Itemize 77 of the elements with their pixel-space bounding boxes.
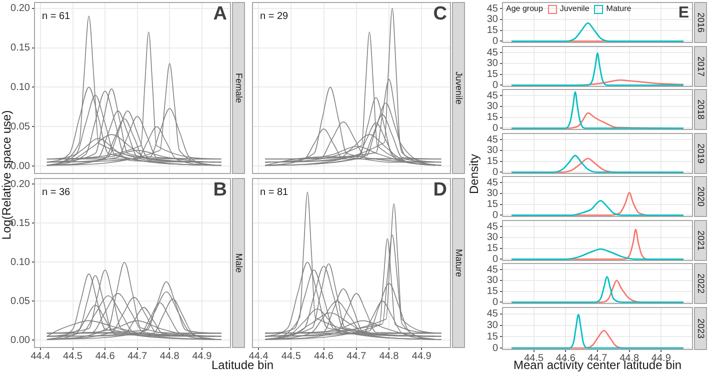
y-tick-label: 0: [492, 254, 498, 265]
x-tick-label: 44.5: [524, 352, 544, 364]
y-tick-label: 45: [486, 90, 498, 102]
y-tick-label: 15: [486, 69, 498, 80]
annotation: A: [213, 4, 228, 25]
y-tick-label: 30: [486, 232, 498, 244]
legend-label: Mature: [606, 4, 632, 14]
text: Female: [234, 72, 244, 104]
y-tick-label: 0: [492, 80, 498, 91]
y-axis-title: Density: [467, 154, 482, 194]
x-tick-label: 44.5: [63, 350, 83, 362]
x-tick-label: 44.4: [30, 350, 51, 362]
y-tick-label: 45: [486, 47, 498, 58]
text: 2016: [696, 12, 706, 33]
y-tick-label: 30: [486, 58, 498, 70]
y-tick-label: 0.20: [10, 3, 30, 14]
y-tick-label: 30: [486, 101, 498, 112]
annotation: D: [433, 180, 447, 201]
text: 2020: [696, 186, 706, 207]
x-tick-label: 44.6: [95, 350, 116, 362]
y-tick-label: 0.05: [10, 296, 30, 307]
text: Juvenile: [454, 71, 464, 105]
y-tick-label: 0.10: [10, 82, 30, 93]
text: 2023: [696, 318, 706, 339]
text: 2022: [696, 273, 706, 294]
annotation: n = 36: [42, 186, 71, 198]
y-tick-label: 45: [486, 264, 498, 276]
annotation: B: [213, 180, 227, 201]
y-tick-label: 45: [486, 3, 498, 14]
y-tick-label: 45: [486, 308, 498, 320]
legend-label: Juvenile: [560, 4, 590, 14]
y-tick-label: 30: [486, 188, 498, 200]
y-tick-label: 30: [486, 145, 498, 156]
y-tick-label: 0: [492, 166, 498, 178]
x-tick-label: 44.8: [379, 350, 400, 362]
text: 2019: [696, 143, 706, 164]
annotation: n = 29: [260, 10, 289, 22]
annotation: E: [678, 4, 690, 22]
y-tick-label: 15: [486, 156, 498, 168]
y-tick-label: 0.15: [10, 42, 30, 54]
x-tick-label: 44.8: [160, 350, 180, 362]
x-tick-label: 44.6: [314, 350, 334, 362]
y-tick-label: 15: [486, 199, 498, 210]
y-tick-label: 0: [492, 296, 498, 308]
y-tick-label: 45: [486, 134, 498, 146]
x-tick-label: 44.7: [346, 350, 367, 362]
y-tick-label: 15: [486, 243, 498, 254]
y-axis-title: Log(Relative space use): [0, 110, 14, 240]
x-axis-title: Latitude bin: [212, 358, 274, 372]
y-tick-label: 15: [486, 25, 498, 36]
y-tick-label: 15: [486, 286, 498, 298]
x-tick-label: 44.5: [281, 350, 302, 362]
text: 2017: [696, 56, 706, 77]
legend-title: Age group: [506, 4, 543, 14]
x-tick-label: 44.9: [192, 350, 212, 362]
y-tick-label: 0.10: [10, 256, 30, 268]
y-tick-label: 15: [486, 331, 498, 342]
y-tick-label: 30: [486, 275, 498, 286]
y-tick-label: 45: [486, 177, 498, 188]
y-tick-label: 0: [492, 122, 498, 134]
y-tick-label: 15: [486, 112, 498, 124]
text: 2018: [696, 99, 706, 120]
text: Male: [234, 253, 244, 273]
annotation: n = 81: [260, 186, 289, 198]
annotation: C: [433, 4, 448, 25]
y-tick-label: 0: [492, 210, 498, 221]
x-tick-label: 44.9: [412, 350, 432, 362]
text: 2021: [696, 230, 706, 251]
y-tick-label: 0.00: [10, 334, 30, 346]
y-tick-label: 0: [492, 36, 498, 47]
x-tick-label: 44.7: [128, 350, 148, 362]
y-tick-label: 30: [486, 14, 498, 26]
y-tick-label: 45: [486, 221, 498, 232]
text: Mature: [454, 248, 464, 278]
y-tick-label: 0: [492, 342, 498, 354]
annotation: n = 61: [42, 10, 71, 22]
y-tick-label: 30: [486, 320, 498, 332]
